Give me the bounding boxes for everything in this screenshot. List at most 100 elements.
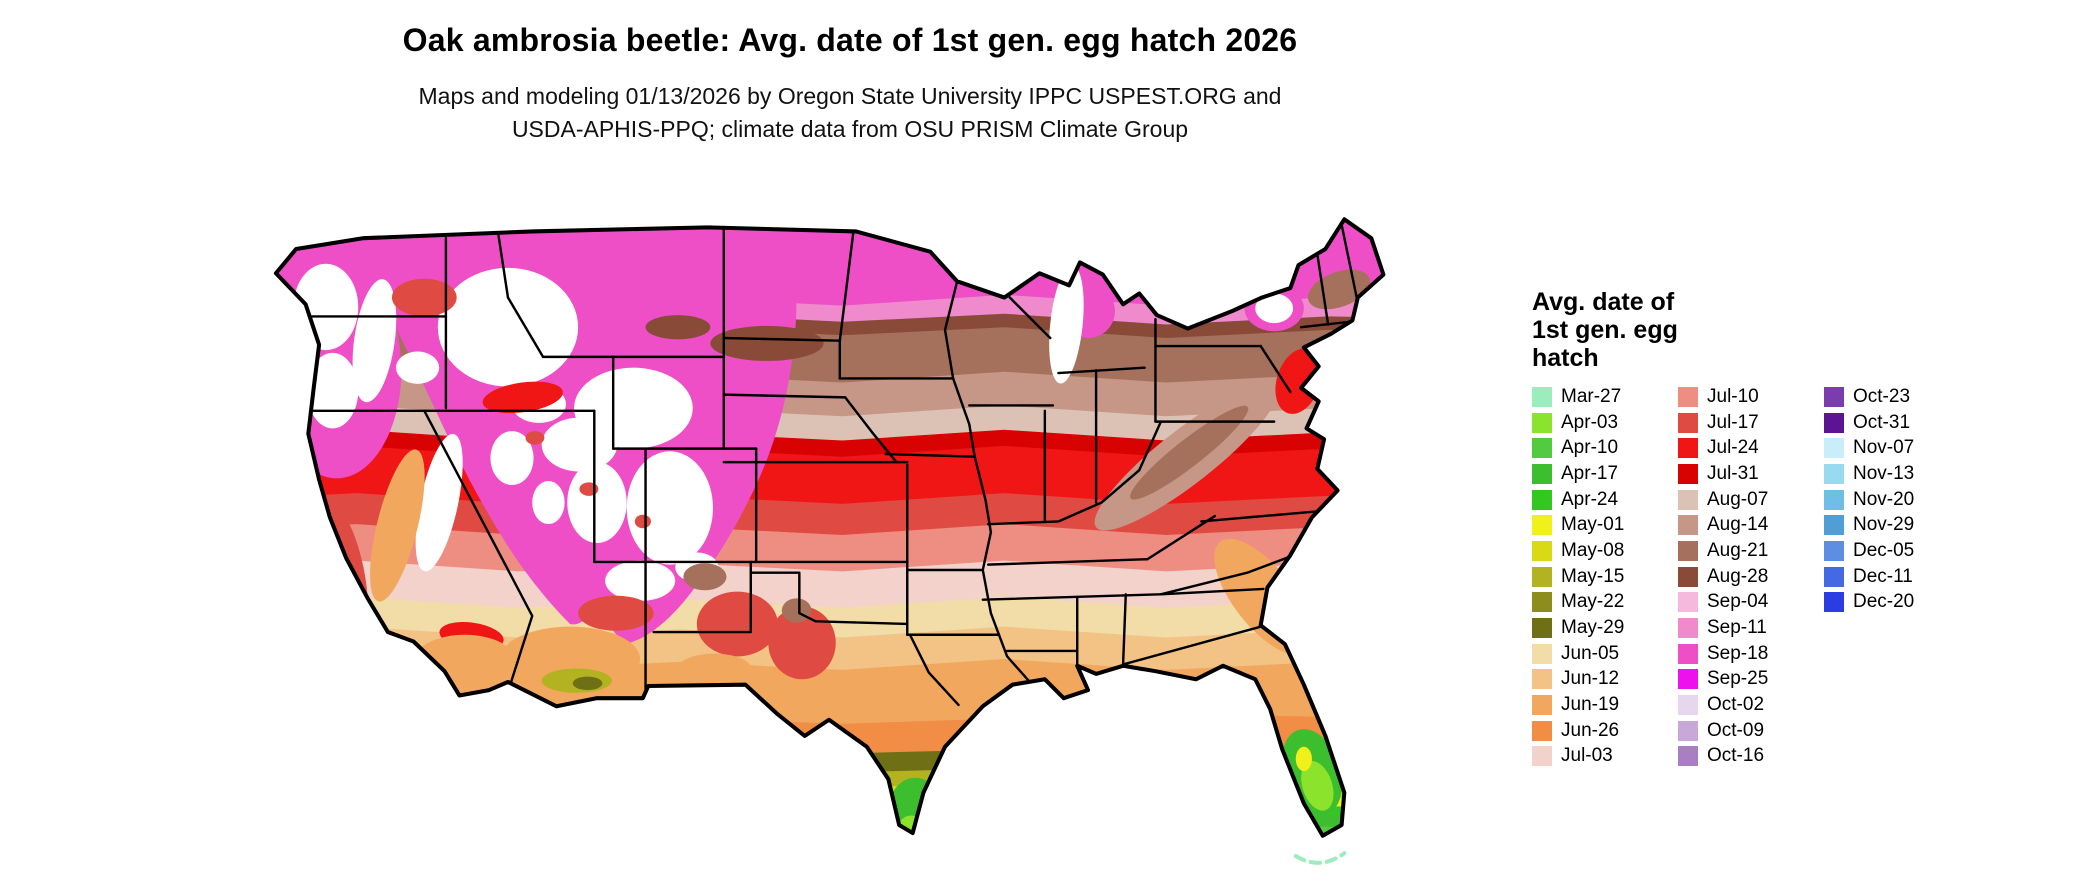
legend-swatch	[1824, 540, 1844, 561]
legend-item-label: Sep-04	[1707, 591, 1769, 613]
legend-item-label: Nov-29	[1853, 514, 1915, 536]
legend-swatch	[1532, 386, 1552, 407]
legend-item: Jun-05	[1532, 641, 1662, 667]
legend-swatch	[1824, 592, 1844, 613]
legend-item: Oct-09	[1678, 718, 1808, 744]
us-map	[195, 168, 1490, 883]
legend-swatch	[1678, 412, 1698, 433]
legend-swatch	[1532, 618, 1552, 639]
legend-item: Nov-07	[1824, 435, 1954, 461]
legend-item-label: May-15	[1561, 565, 1625, 587]
legend-item: Nov-29	[1824, 512, 1954, 538]
legend-item-label: Aug-21	[1707, 539, 1769, 561]
legend-swatch	[1532, 643, 1552, 664]
us-map-svg	[273, 217, 1386, 865]
legend-swatch	[1532, 540, 1552, 561]
legend-item-label: May-22	[1561, 591, 1625, 613]
legend-swatch	[1532, 463, 1552, 484]
legend-item-label: Mar-27	[1561, 385, 1622, 407]
legend-item-label: Dec-05	[1853, 539, 1915, 561]
legend-item-label: Nov-07	[1853, 437, 1915, 459]
legend-item: Aug-07	[1678, 487, 1808, 513]
legend-swatch	[1824, 515, 1844, 536]
legend-item: Sep-25	[1678, 667, 1808, 693]
legend-swatch	[1678, 566, 1698, 587]
legend-item-label: Jun-05	[1561, 642, 1620, 664]
map-title: Oak ambrosia beetle: Avg. date of 1st ge…	[402, 22, 1298, 58]
legend: Avg. date of 1st gen. egg hatch Mar-27 Ap…	[1532, 288, 1992, 769]
legend-item-label: May-08	[1561, 539, 1625, 561]
legend-item: May-08	[1532, 538, 1662, 564]
legend-swatch	[1532, 412, 1552, 433]
legend-item-label: Jul-31	[1707, 462, 1759, 484]
legend-item-label: Aug-28	[1707, 565, 1769, 587]
state-borders	[309, 223, 1360, 707]
legend-item: Mar-27	[1532, 384, 1662, 410]
legend-swatch	[1678, 720, 1698, 741]
legend-swatch	[1824, 463, 1844, 484]
legend-swatch	[1824, 412, 1844, 433]
legend-item-label: Aug-14	[1707, 514, 1769, 536]
legend-item: Jul-03	[1532, 744, 1662, 770]
legend-item-label: Nov-13	[1853, 462, 1915, 484]
legend-item-label: Oct-23	[1853, 385, 1911, 407]
us-outline	[273, 217, 1386, 838]
legend-item: Oct-23	[1824, 384, 1954, 410]
legend-swatch	[1532, 515, 1552, 536]
legend-item: Oct-16	[1678, 744, 1808, 770]
legend-item: Dec-11	[1824, 564, 1954, 590]
legend-item: Jul-17	[1678, 410, 1808, 436]
legend-swatch	[1678, 618, 1698, 639]
legend-item-label: Apr-10	[1561, 437, 1619, 459]
legend-item: Oct-31	[1824, 410, 1954, 436]
legend-item-label: Jun-12	[1561, 668, 1620, 690]
legend-item-label: Nov-20	[1853, 488, 1915, 510]
legend-item: May-01	[1532, 512, 1662, 538]
legend-swatch	[1678, 386, 1698, 407]
legend-swatch	[1532, 669, 1552, 690]
legend-column: Mar-27 Apr-03 Apr-10 Apr-17 Apr-24 May-01 May-…	[1532, 384, 1662, 769]
legend-item: Jul-24	[1678, 435, 1808, 461]
legend-item-label: May-29	[1561, 617, 1625, 639]
legend-swatch	[1532, 592, 1552, 613]
legend-swatch	[1532, 720, 1552, 741]
legend-item-label: May-01	[1561, 514, 1625, 536]
legend-item: May-15	[1532, 564, 1662, 590]
legend-item: Dec-05	[1824, 538, 1954, 564]
legend-item: Sep-04	[1678, 590, 1808, 616]
legend-swatch	[1532, 695, 1552, 716]
legend-item: Aug-28	[1678, 564, 1808, 590]
legend-item-label: Apr-17	[1561, 462, 1619, 484]
legend-item-label: Oct-31	[1853, 411, 1911, 433]
legend-item: Apr-17	[1532, 461, 1662, 487]
legend-item-label: Jul-24	[1707, 437, 1759, 459]
legend-item-label: Jun-19	[1561, 694, 1620, 716]
legend-swatch	[1532, 489, 1552, 510]
legend-item: Jun-12	[1532, 667, 1662, 693]
legend-item-label: Oct-09	[1707, 719, 1765, 741]
legend-item-label: Dec-20	[1853, 591, 1915, 613]
legend-item: May-22	[1532, 590, 1662, 616]
legend-swatch	[1678, 669, 1698, 690]
legend-item-label: Sep-25	[1707, 668, 1769, 690]
legend-swatch	[1678, 746, 1698, 767]
legend-swatch	[1824, 566, 1844, 587]
legend-item: Nov-20	[1824, 487, 1954, 513]
legend-item-label: Apr-24	[1561, 488, 1619, 510]
legend-item: Oct-02	[1678, 692, 1808, 718]
legend-item-label: Aug-07	[1707, 488, 1769, 510]
legend-item: Jul-31	[1678, 461, 1808, 487]
legend-swatch	[1678, 438, 1698, 459]
legend-item-label: Apr-03	[1561, 411, 1619, 433]
legend-title: Avg. date of 1st gen. egg hatch	[1532, 288, 1678, 372]
legend-item: Jun-19	[1532, 692, 1662, 718]
legend-item-label: Jul-03	[1561, 745, 1613, 767]
legend-item: May-29	[1532, 615, 1662, 641]
legend-item-label: Jul-17	[1707, 411, 1759, 433]
legend-item-label: Dec-11	[1853, 565, 1913, 587]
legend-swatch	[1678, 695, 1698, 716]
legend-item-label: Sep-18	[1707, 642, 1769, 664]
legend-swatch	[1532, 566, 1552, 587]
legend-swatch	[1678, 643, 1698, 664]
legend-item: Aug-14	[1678, 512, 1808, 538]
